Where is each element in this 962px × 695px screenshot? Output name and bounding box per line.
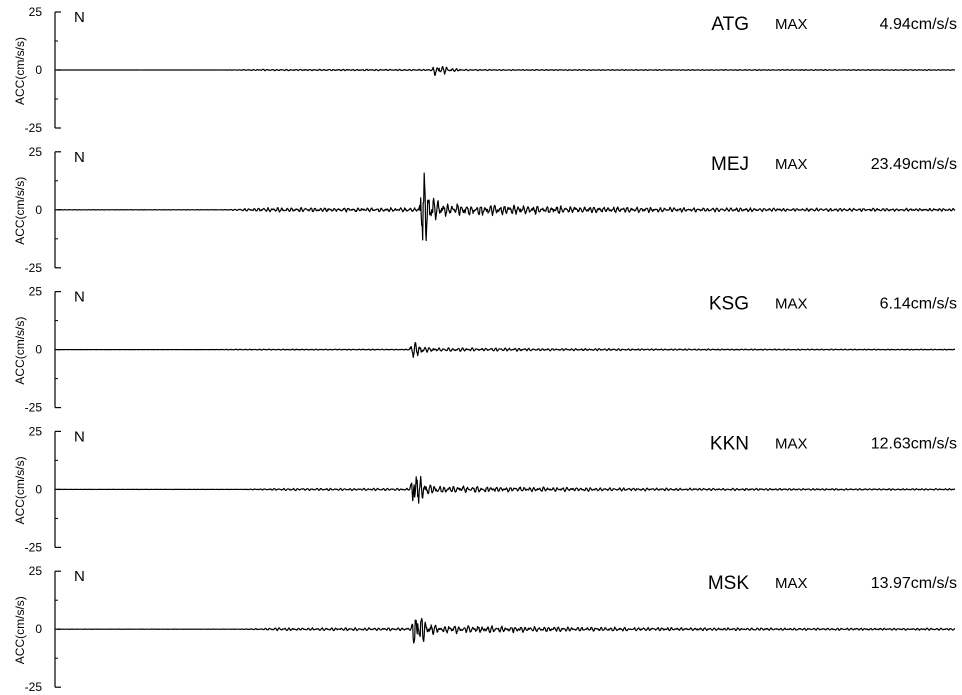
waveform-ksg [56,341,956,358]
max-label-mej: MAX [775,156,808,173]
waveform-msk [56,617,956,644]
component-label-ksg: N [74,289,85,306]
y-tick-label-msk: 25 [29,564,43,578]
y-tick-label-atg: 25 [29,5,43,19]
y-tick-label-msk: -25 [25,680,43,694]
y-tick-label-kkn: -25 [25,540,43,554]
y-tick-label-ksg: 25 [29,285,43,299]
y-tick-label-ksg: 0 [35,343,42,357]
y-tick-label-kkn: 0 [35,482,42,496]
y-tick-label-ksg: -25 [25,401,43,415]
waveform-atg [56,65,956,76]
max-value-mej: 23.49cm/s/s [871,156,957,173]
component-label-mej: N [74,149,85,166]
max-label-kkn: MAX [775,435,808,452]
waveform-kkn [56,475,956,504]
y-tick-label-mej: 25 [29,145,43,159]
station-name-msk: MSK [708,573,750,594]
y-tick-label-atg: 0 [35,63,42,77]
max-value-msk: 13.97cm/s/s [871,575,957,592]
y-tick-label-mej: -25 [25,261,43,275]
station-name-mej: MEJ [711,154,749,175]
max-label-ksg: MAX [775,296,808,313]
station-name-atg: ATG [711,14,749,35]
component-label-atg: N [74,9,85,26]
y-axis-label-kkn: ACC(cm/s/s) [13,456,27,524]
component-label-msk: N [74,568,85,585]
max-value-atg: 4.94cm/s/s [880,16,957,33]
y-axis-label-ksg: ACC(cm/s/s) [13,317,27,385]
y-tick-label-kkn: 25 [29,424,43,438]
max-label-msk: MAX [775,575,808,592]
max-value-ksg: 6.14cm/s/s [880,296,957,313]
y-tick-label-atg: -25 [25,121,43,135]
y-axis-label-atg: ACC(cm/s/s) [13,37,27,105]
y-tick-label-msk: 0 [35,622,42,636]
station-name-ksg: KSG [709,294,749,315]
y-axis-label-mej: ACC(cm/s/s) [13,177,27,245]
component-label-kkn: N [74,428,85,445]
waveform-mej [56,172,956,242]
y-tick-label-mej: 0 [35,203,42,217]
y-axis-label-msk: ACC(cm/s/s) [13,596,27,664]
max-label-atg: MAX [775,16,808,33]
max-value-kkn: 12.63cm/s/s [871,435,957,452]
station-name-kkn: KKN [710,433,749,454]
